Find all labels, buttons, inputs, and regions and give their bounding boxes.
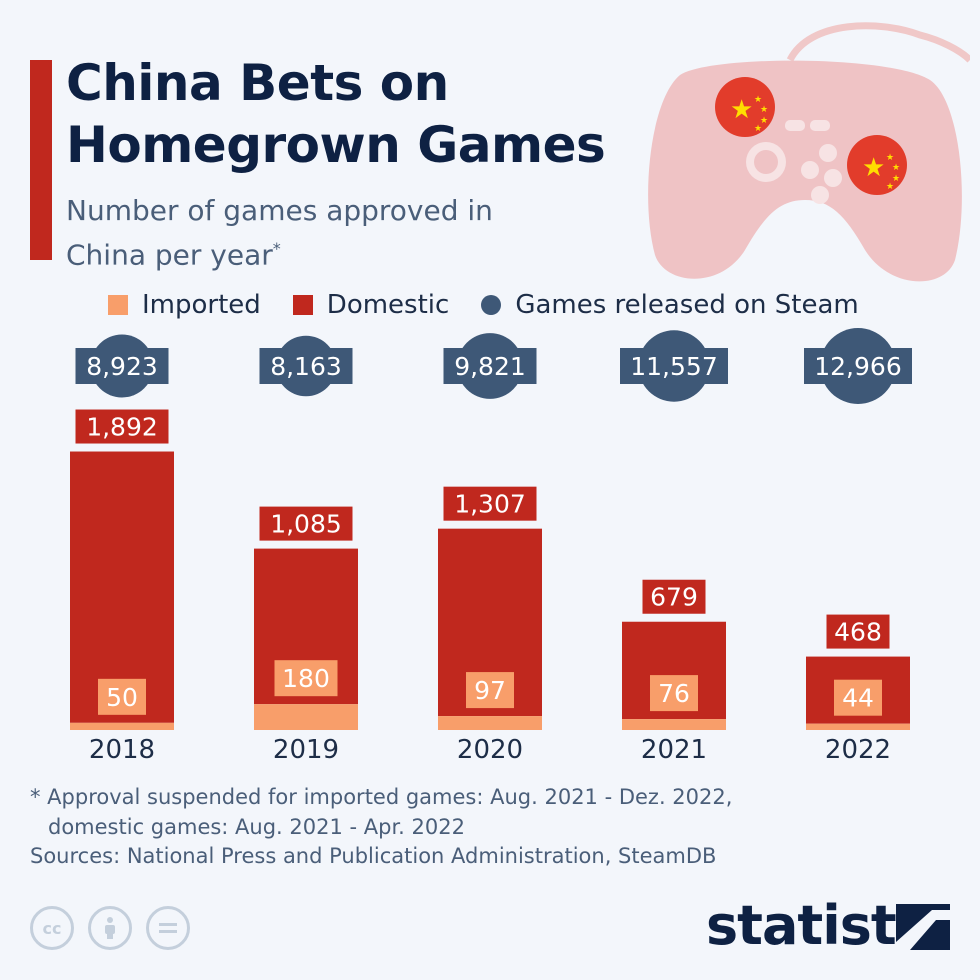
x-tick-2022: 2022 <box>825 735 891 765</box>
legend-label-steam: Games released on Steam <box>515 290 859 320</box>
label-imported-2019: 180 <box>282 664 330 693</box>
label-imported-2022-box <box>834 679 882 716</box>
game-controller-illustration: ★ ★ ★ ★ ★ ★ ★ ★ ★ ★ <box>648 22 970 282</box>
subtitle-text: Number of games approved in China per ye… <box>66 194 493 272</box>
bar-imported-2020 <box>438 716 542 730</box>
start-button-icon <box>810 120 830 131</box>
label-domestic-2021: 679 <box>650 583 698 612</box>
label-domestic-2020-box <box>443 486 537 521</box>
face-button-bottom-icon <box>811 186 829 204</box>
label-imported-2018: 50 <box>106 683 138 712</box>
label-imported-2022: 44 <box>842 684 874 713</box>
bar-imported-2021 <box>622 719 726 730</box>
face-button-left-icon <box>801 161 819 179</box>
svg-text:★: ★ <box>754 95 762 105</box>
x-tick-2021: 2021 <box>641 735 707 765</box>
label-domestic-2020: 1,307 <box>454 490 526 519</box>
svg-text:★: ★ <box>760 116 768 126</box>
label-domestic-2018-box <box>75 409 169 444</box>
label-imported-2018-box <box>98 678 146 715</box>
chart-legend: Imported Domestic Games released on Stea… <box>108 285 891 325</box>
legend-item-imported: Imported <box>108 290 261 320</box>
face-button-right-icon <box>824 169 842 187</box>
label-steam-2019-box <box>259 348 353 384</box>
svg-text:★: ★ <box>760 105 768 115</box>
sources: Sources: National Press and Publication … <box>30 844 717 868</box>
label-domestic-2022-box <box>826 614 890 649</box>
label-imported-2019-box <box>274 660 338 697</box>
title-accent-bar <box>30 60 52 260</box>
subtitle-footnote-marker: * <box>272 239 281 258</box>
label-steam-2021: 11,557 <box>630 352 717 381</box>
label-steam-2020: 9,821 <box>454 352 526 381</box>
label-domestic-2019-box <box>259 506 353 541</box>
left-flag-stick-icon <box>715 77 775 137</box>
label-imported-2020: 97 <box>474 676 506 705</box>
select-button-icon <box>785 120 805 131</box>
nd-icon[interactable] <box>146 906 190 950</box>
right-flag-stick-icon <box>847 135 907 195</box>
label-domestic-2019: 1,085 <box>270 510 342 539</box>
by-icon[interactable] <box>88 906 132 950</box>
label-domestic-2018: 1,892 <box>86 413 158 442</box>
bar-domestic-2018 <box>70 451 174 723</box>
label-imported-2021-box <box>650 675 698 712</box>
label-steam-2022: 12,966 <box>814 352 901 381</box>
label-domestic-2021-box <box>642 579 706 614</box>
bar-imported-2022 <box>806 723 910 730</box>
legend-label-imported: Imported <box>142 290 261 320</box>
x-tick-2019: 2019 <box>273 735 339 765</box>
legend-swatch-domestic <box>292 295 313 315</box>
license-icons: cc <box>30 906 204 950</box>
stacked-bar-chart: 50 1,892 8,923 2018 180 1,085 8,163 2019 97 1,307… <box>70 328 912 765</box>
statista-logo: statista <box>706 894 932 957</box>
legend-label-domestic: Domestic <box>326 290 450 320</box>
bar-imported-2018 <box>70 722 174 730</box>
svg-text:★: ★ <box>730 95 753 125</box>
bar-imported-2019 <box>254 704 358 730</box>
label-steam-2021-box <box>620 348 728 384</box>
svg-text:★: ★ <box>892 174 900 184</box>
footnote-line-2: domestic games: Aug. 2021 - Apr. 2022 <box>48 815 465 839</box>
legend-item-steam: Games released on Steam <box>481 290 859 320</box>
svg-text:★: ★ <box>886 153 894 163</box>
svg-text:★: ★ <box>892 163 900 173</box>
label-steam-2018: 8,923 <box>86 352 158 381</box>
controller-cable <box>786 22 970 63</box>
footnote: * Approval suspended for imported games:… <box>30 782 930 842</box>
label-imported-2021: 76 <box>658 679 690 708</box>
footnote-line-1: * Approval suspended for imported games:… <box>30 785 733 809</box>
cc-icon[interactable]: cc <box>30 906 74 950</box>
legend-swatch-imported <box>108 295 128 315</box>
page-title: China Bets on Homegrown Games <box>66 54 606 174</box>
label-steam-2018-box <box>75 348 169 384</box>
label-steam-2020-box <box>443 348 537 384</box>
subtitle: Number of games approved in China per ye… <box>66 192 526 274</box>
label-steam-2022-box <box>804 348 912 384</box>
label-steam-2019: 8,163 <box>270 352 342 381</box>
statista-logo-mark-icon <box>896 904 950 950</box>
label-imported-2020-box <box>466 672 514 709</box>
x-tick-2020: 2020 <box>457 735 523 765</box>
legend-swatch-steam <box>481 295 502 315</box>
svg-text:★: ★ <box>862 153 885 183</box>
face-button-top-icon <box>819 144 837 162</box>
svg-text:★: ★ <box>886 182 894 192</box>
svg-text:★: ★ <box>754 124 762 134</box>
label-domestic-2022: 468 <box>834 618 882 647</box>
x-tick-2018: 2018 <box>89 735 155 765</box>
legend-item-domestic: Domestic <box>292 290 450 320</box>
